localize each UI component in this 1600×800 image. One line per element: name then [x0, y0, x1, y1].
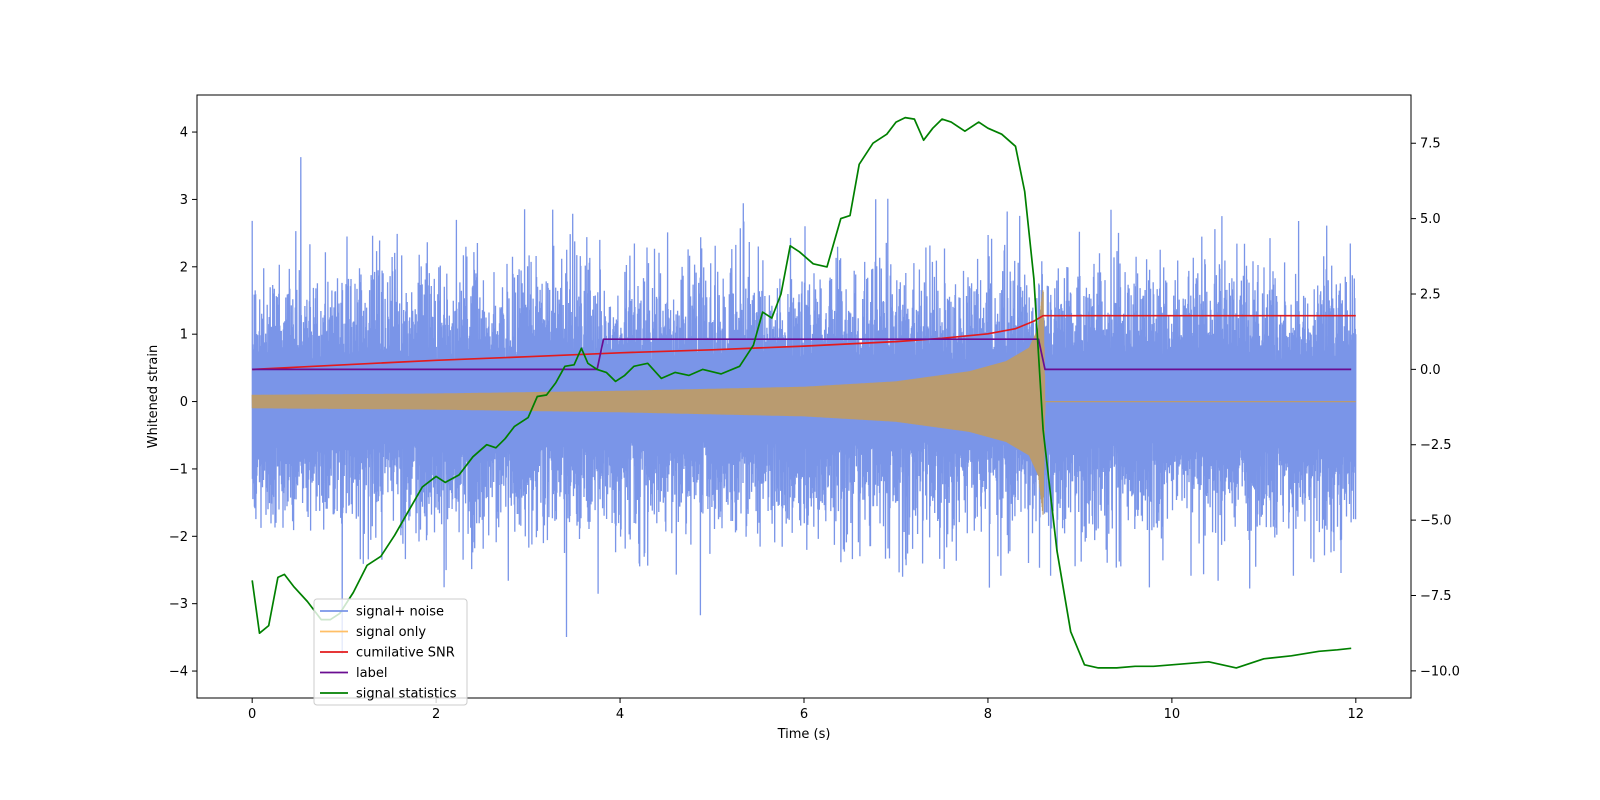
series-signal-only-line [251, 290, 1356, 515]
legend: signal+ noise signal only cumilative SNR la… [313, 598, 468, 706]
x-tick-label: 6 [800, 707, 808, 722]
y-tick-label: 4 [180, 126, 188, 141]
x-tick-label: 0 [248, 707, 256, 722]
x-tick-label: 12 [1348, 707, 1365, 722]
y-axis-right: −10.0 −7.5 −5.0 −2.5 0.0 2.5 5.0 7.5 [1411, 137, 1460, 679]
x-tick-label: 2 [432, 707, 440, 722]
y2-tick-label: 5.0 [1420, 212, 1441, 227]
y-tick-label: 3 [180, 193, 188, 208]
legend-label: signal statistics [356, 687, 457, 702]
y2-tick-label: −7.5 [1420, 589, 1452, 604]
series-cumulative-snr-line [252, 314, 1356, 371]
series-label-line [252, 338, 1352, 371]
y-tick-label: 2 [180, 260, 188, 275]
y2-tick-label: 0.0 [1420, 363, 1441, 378]
legend-item: label [320, 666, 387, 681]
legend-label: label [356, 666, 387, 681]
legend-label: signal+ noise [356, 605, 444, 620]
legend-item: signal statistics [320, 687, 457, 702]
series-signal-statistics-line [251, 116, 1352, 669]
y2-tick-label: −10.0 [1420, 664, 1460, 679]
x-axis-label: Time (s) [777, 727, 831, 742]
legend-item: cumilative SNR [320, 646, 455, 661]
legend-label: cumilative SNR [356, 646, 455, 661]
x-tick-label: 4 [616, 707, 624, 722]
y-tick-label: −1 [169, 462, 188, 477]
y-tick-label: 0 [180, 395, 188, 410]
legend-item: signal+ noise [320, 605, 444, 620]
y-axis-left: −4 −3 −2 −1 0 1 2 3 4 [169, 126, 197, 680]
series-signal-noise-line [251, 157, 1357, 654]
y-axis-label: Whitened strain [146, 345, 161, 448]
y2-tick-label: 7.5 [1420, 137, 1441, 152]
y-tick-label: 1 [180, 328, 188, 343]
y2-tick-label: 2.5 [1420, 287, 1441, 302]
plot-area [251, 116, 1357, 669]
y-tick-label: −2 [169, 530, 188, 545]
y-tick-label: −4 [169, 665, 188, 680]
x-tick-label: 8 [984, 707, 992, 722]
y-tick-label: −3 [169, 597, 188, 612]
legend-item: signal only [320, 625, 426, 640]
legend-box [313, 598, 468, 706]
x-tick-label: 10 [1164, 707, 1181, 722]
y2-tick-label: −5.0 [1420, 514, 1452, 529]
legend-label: signal only [356, 625, 426, 640]
y2-tick-label: −2.5 [1420, 438, 1452, 453]
